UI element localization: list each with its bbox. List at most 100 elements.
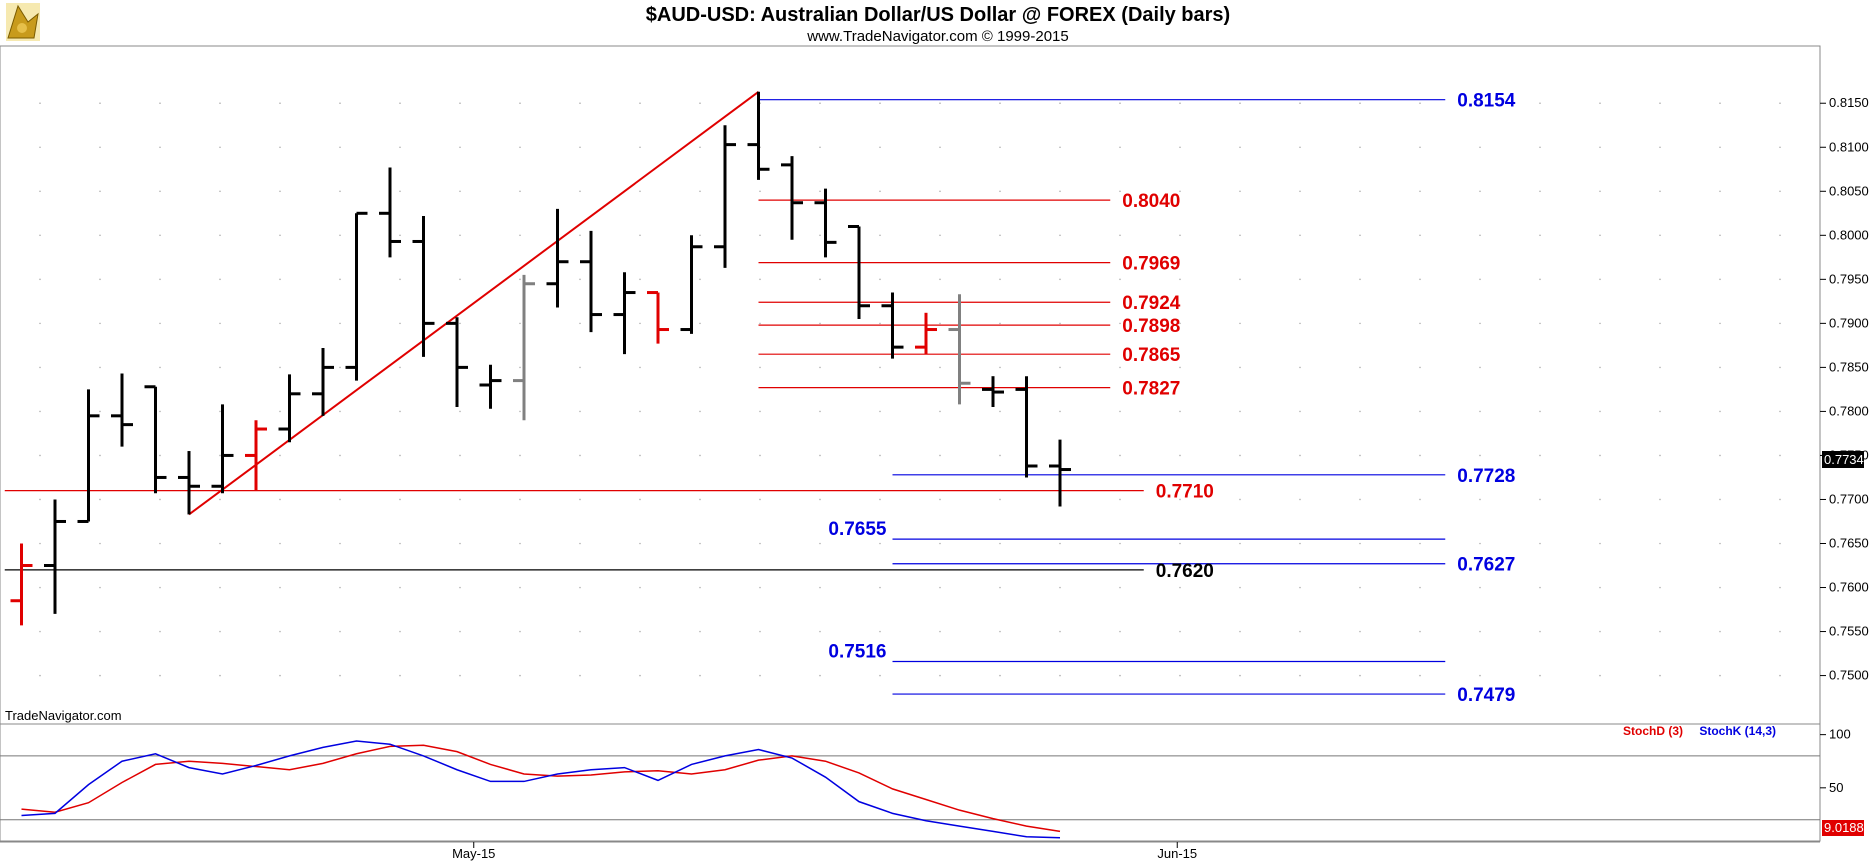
grid-dot bbox=[39, 674, 41, 677]
grid-dot bbox=[819, 542, 821, 545]
grid-dot bbox=[459, 322, 461, 325]
grid-dot bbox=[1359, 586, 1361, 589]
grid-dot bbox=[459, 146, 461, 149]
grid-dot bbox=[519, 410, 521, 413]
grid-dot bbox=[1299, 542, 1301, 545]
grid-dot bbox=[219, 498, 221, 501]
grid-dot bbox=[1419, 630, 1421, 633]
grid-dot bbox=[939, 322, 941, 325]
grid-dot bbox=[819, 674, 821, 677]
grid-dot bbox=[1479, 234, 1481, 237]
grid-dot bbox=[1179, 454, 1181, 457]
grid-dot bbox=[1479, 102, 1481, 105]
grid-dot bbox=[939, 498, 941, 501]
grid-dot bbox=[39, 102, 41, 105]
grid-dot bbox=[1419, 234, 1421, 237]
grid-dot bbox=[1659, 630, 1661, 633]
grid-dot bbox=[1599, 102, 1601, 105]
level-label: 0.7969 bbox=[1122, 254, 1180, 275]
stochastic-tick-label: 100 bbox=[1829, 727, 1851, 742]
grid-dot bbox=[1779, 278, 1781, 281]
grid-dot bbox=[939, 102, 941, 105]
grid-dot bbox=[459, 102, 461, 105]
ohlc-bar bbox=[345, 211, 368, 381]
grid-dot bbox=[399, 234, 401, 237]
grid-dot bbox=[399, 410, 401, 413]
grid-dot bbox=[99, 674, 101, 677]
grid-dot bbox=[759, 630, 761, 633]
grid-dot bbox=[939, 146, 941, 149]
grid-dot bbox=[699, 410, 701, 413]
grid-dot bbox=[939, 454, 941, 457]
grid-dot bbox=[1119, 542, 1121, 545]
grid-dot bbox=[999, 366, 1001, 369]
grid-dot bbox=[579, 542, 581, 545]
grid-dot bbox=[999, 234, 1001, 237]
grid-dot bbox=[339, 454, 341, 457]
grid-dot bbox=[1179, 278, 1181, 281]
grid-dot bbox=[639, 586, 641, 589]
grid-dot bbox=[579, 190, 581, 193]
grid-dot bbox=[999, 454, 1001, 457]
grid-dot bbox=[1239, 454, 1241, 457]
grid-dot bbox=[99, 102, 101, 105]
grid-dot bbox=[1599, 630, 1601, 633]
grid-dot bbox=[1419, 410, 1421, 413]
ohlc-bar bbox=[1015, 376, 1038, 478]
ohlc-bar bbox=[915, 312, 937, 355]
grid-dot bbox=[1299, 630, 1301, 633]
grid-dot bbox=[1119, 498, 1121, 501]
ohlc-bar bbox=[814, 188, 837, 258]
grid-dot bbox=[1479, 366, 1481, 369]
grid-dot bbox=[639, 146, 641, 149]
y-tick-label: 0.8100 bbox=[1829, 139, 1869, 154]
stochastic-lines bbox=[21, 740, 1061, 839]
grid-dot bbox=[99, 498, 101, 501]
grid-dot bbox=[819, 278, 821, 281]
grid-dot bbox=[939, 542, 941, 545]
grid-dot bbox=[1539, 322, 1541, 325]
grid-dot bbox=[339, 278, 341, 281]
grid-dot bbox=[1779, 410, 1781, 413]
grid-dot bbox=[519, 322, 521, 325]
grid-dot bbox=[159, 146, 161, 149]
grid-dot bbox=[1599, 498, 1601, 501]
price-axis: 0.8150 0.8100 0.8050 0.8000 0.7950 0.7900 0.78… bbox=[1820, 95, 1869, 683]
stochastic-reference-lines bbox=[0, 755, 1820, 821]
grid-dot bbox=[579, 278, 581, 281]
level-label: 0.7627 bbox=[1457, 555, 1515, 576]
grid-dot bbox=[1179, 366, 1181, 369]
grid-dot bbox=[1059, 630, 1061, 633]
grid-dot bbox=[939, 278, 941, 281]
grid-dot bbox=[819, 366, 821, 369]
grid-dot bbox=[99, 190, 101, 193]
grid-dot bbox=[1779, 190, 1781, 193]
stochastic-series-line bbox=[21, 740, 1061, 839]
grid-dot bbox=[639, 410, 641, 413]
grid-dot bbox=[39, 146, 41, 149]
grid-dot bbox=[519, 630, 521, 633]
stochastic-legend: StochD (3) StochK (14,3) bbox=[1623, 724, 1776, 738]
grid-dot bbox=[1359, 102, 1361, 105]
grid-dot bbox=[1179, 586, 1181, 589]
grid-dot bbox=[1659, 234, 1661, 237]
grid-dot bbox=[939, 586, 941, 589]
grid-dot bbox=[339, 234, 341, 237]
grid-dot bbox=[519, 498, 521, 501]
grid-dot bbox=[339, 630, 341, 633]
grid-dot bbox=[699, 190, 701, 193]
grid-dot bbox=[39, 586, 41, 589]
grid-dot bbox=[999, 630, 1001, 633]
grid-dot bbox=[1479, 674, 1481, 677]
grid-dot bbox=[339, 322, 341, 325]
grid-dot bbox=[1779, 146, 1781, 149]
grid-dot bbox=[939, 410, 941, 413]
grid-dot bbox=[639, 498, 641, 501]
level-label: 0.7620 bbox=[1156, 561, 1214, 582]
grid-dot bbox=[1539, 630, 1541, 633]
grid-dot bbox=[1659, 190, 1661, 193]
grid-dot bbox=[1539, 234, 1541, 237]
grid-dot bbox=[219, 366, 221, 369]
ohlc-bar bbox=[881, 292, 904, 359]
